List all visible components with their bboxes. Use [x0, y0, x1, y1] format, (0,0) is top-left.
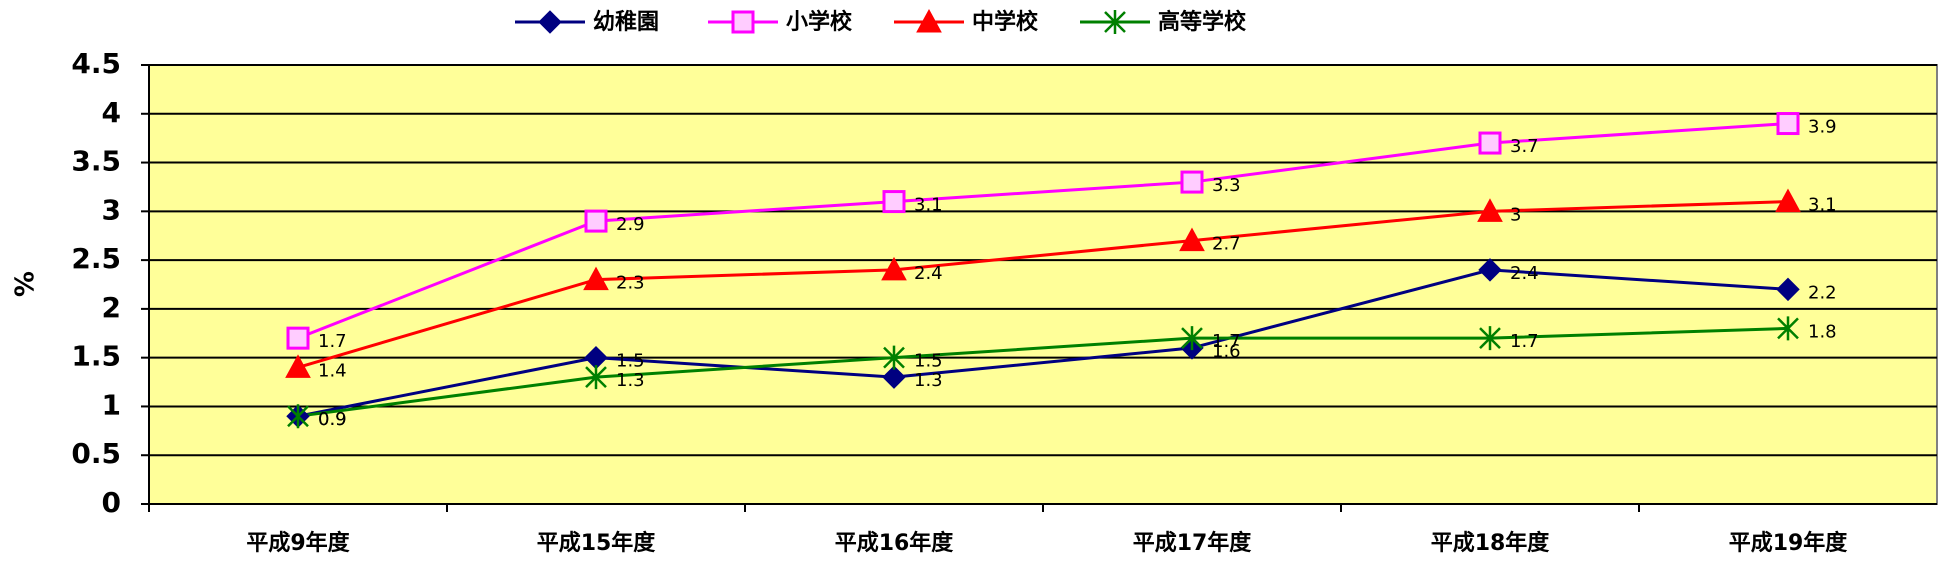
x-tick-label: 平成9年度 [246, 530, 350, 556]
y-tick-label: 1 [102, 388, 121, 421]
data-label: 2.4 [1510, 263, 1539, 284]
data-label: 1.3 [616, 370, 645, 391]
y-axis-label: % [8, 271, 38, 297]
data-label: 3.1 [914, 195, 943, 216]
data-label: 3 [1510, 204, 1521, 225]
data-label: 3.7 [1510, 136, 1539, 157]
y-tick-label: 0 [102, 486, 121, 519]
marker [883, 345, 905, 370]
data-label: 1.4 [318, 360, 347, 381]
plot-area [148, 64, 1938, 505]
data-label: 2.7 [1212, 234, 1241, 255]
y-tick-label: 0.5 [71, 437, 121, 470]
marker [1180, 170, 1204, 194]
data-label: 2.3 [616, 273, 645, 294]
marker [1478, 131, 1502, 155]
data-label: 1.3 [914, 370, 943, 391]
legend-marker [538, 10, 562, 34]
series-line [297, 122, 1789, 340]
marker [1179, 227, 1205, 252]
data-label: 1.7 [1510, 331, 1539, 352]
series-line [297, 200, 1789, 369]
data-label: 1.8 [1808, 321, 1837, 342]
marker [882, 190, 906, 214]
marker [882, 365, 906, 389]
marker [287, 404, 309, 429]
data-label: 1.6 [1212, 341, 1241, 362]
marker [881, 256, 907, 281]
y-tick-label: 3 [102, 193, 121, 226]
marker [1478, 258, 1502, 282]
y-tick-label: 2.5 [71, 242, 121, 275]
data-label: 3.3 [1212, 175, 1241, 196]
marker [584, 209, 608, 233]
legend-label: 小学校 [786, 9, 853, 35]
marker [286, 326, 310, 350]
legend-marker [1104, 10, 1126, 34]
y-tick-label: 1.5 [71, 340, 121, 373]
marker [1477, 198, 1503, 222]
legend-marker [731, 10, 755, 34]
y-tick-label: 2 [102, 291, 121, 324]
y-tick-label: 3.5 [71, 145, 121, 178]
data-label: 3.1 [1808, 195, 1837, 216]
legend-label: 高等学校 [1158, 9, 1247, 35]
x-tick-label: 平成15年度 [537, 530, 657, 556]
data-label: 1.5 [914, 351, 943, 372]
marker [1777, 316, 1799, 341]
data-label: 3.9 [1808, 117, 1837, 138]
marker [1181, 326, 1203, 351]
data-label: 2.4 [914, 263, 943, 284]
data-label: 2.2 [1808, 282, 1837, 303]
marker [583, 266, 609, 291]
x-tick-label: 平成16年度 [835, 530, 955, 556]
data-label: 1.5 [616, 351, 645, 372]
marker [1775, 188, 1801, 213]
marker [585, 365, 607, 390]
series-line [297, 326, 1789, 418]
marker [1776, 112, 1800, 136]
y-tick-label: 4.5 [71, 47, 121, 80]
x-tick-label: 平成19年度 [1729, 530, 1849, 556]
data-label: 0.9 [318, 409, 347, 430]
series-line [297, 268, 1789, 418]
data-label: 2.9 [616, 214, 645, 235]
data-label: 1.7 [318, 331, 347, 352]
x-tick-label: 平成17年度 [1133, 530, 1253, 556]
marker [1776, 277, 1800, 302]
data-label: 0.9 [318, 409, 347, 430]
legend-label: 幼稚園 [593, 9, 659, 35]
marker [285, 354, 311, 378]
legend-marker [916, 8, 942, 33]
marker [1479, 326, 1501, 351]
data-label: 1.7 [1212, 331, 1241, 352]
x-tick-label: 平成18年度 [1431, 530, 1551, 556]
y-tick-label: 4 [102, 96, 121, 129]
legend-label: 中学校 [972, 9, 1039, 35]
